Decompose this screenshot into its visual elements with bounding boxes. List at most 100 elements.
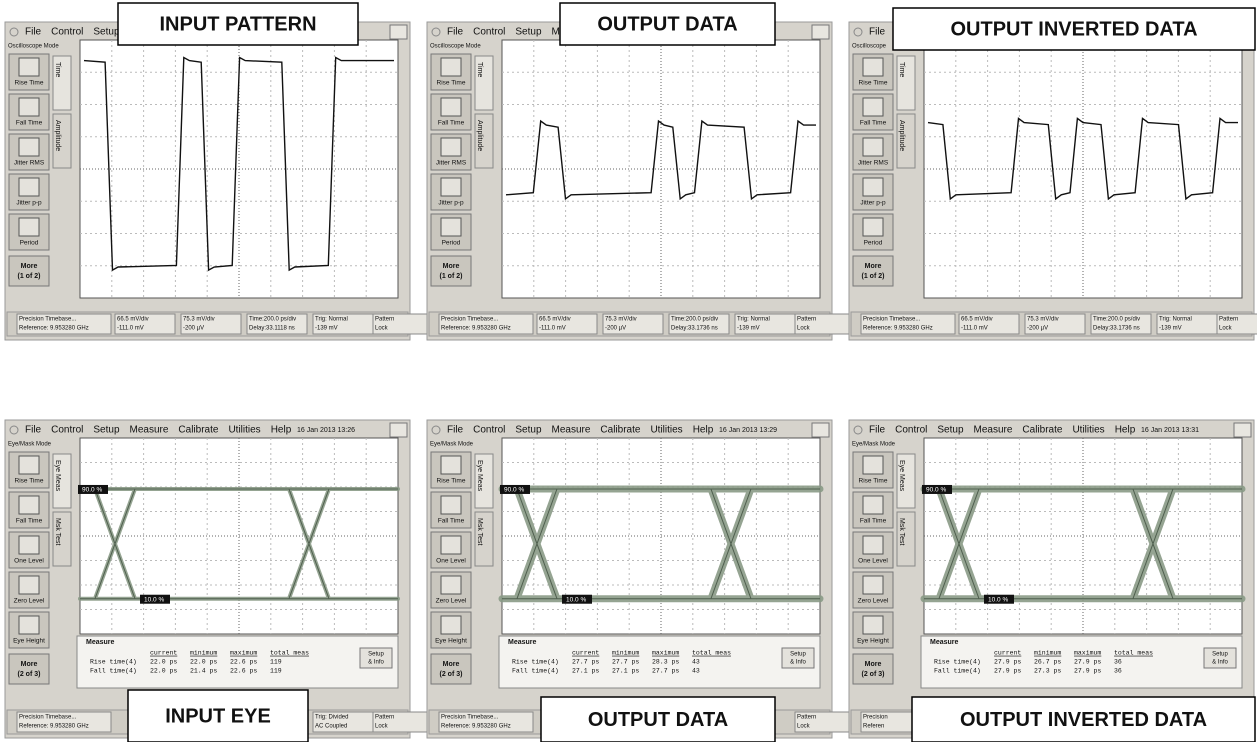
menu-item[interactable]: Help (271, 425, 292, 436)
menu-item[interactable]: Setup (937, 425, 964, 436)
measure-cell: 27.9 ps (1074, 668, 1101, 675)
status-text: -111.0 mV (539, 326, 566, 332)
status-text: -200 µV (605, 326, 626, 332)
app-icon (431, 425, 441, 435)
menu-item[interactable]: Control (51, 425, 83, 436)
status-text: Pattern (375, 317, 394, 323)
status-text: Lock (375, 724, 389, 730)
measure-cell: 27.9 ps (994, 668, 1021, 675)
tab (474, 453, 494, 509)
menu-item[interactable]: Measure (130, 425, 169, 436)
button-label: Rise Time (437, 478, 466, 485)
measure-cell: 43 (692, 659, 700, 666)
more-button[interactable] (8, 653, 50, 685)
status-text: 75.3 mV/div (605, 317, 637, 323)
measure-header: total meas (270, 650, 309, 657)
tab-label: Time (476, 62, 483, 77)
menu-item[interactable]: Setup (515, 425, 542, 436)
caption-box (559, 2, 776, 46)
menu-item[interactable]: Control (895, 425, 927, 436)
menu-item[interactable]: File (25, 27, 42, 38)
menu-item[interactable]: Setup (515, 27, 542, 38)
status-text: Reference: 9.953280 GHz (441, 724, 511, 730)
more-button[interactable] (852, 255, 894, 287)
status-text: Precision Timebase... (441, 317, 499, 323)
more-label: (1 of 2) (440, 273, 463, 280)
button-icon (440, 535, 462, 555)
menu-item[interactable]: Setup (93, 27, 120, 38)
status-text: -111.0 mV (117, 326, 144, 332)
button-icon (440, 495, 462, 515)
measure-cell: 27.1 ps (612, 668, 639, 675)
measure-cell: Fall time(4) (934, 668, 981, 675)
button-label: Zero Level (14, 598, 45, 605)
button-icon (440, 97, 462, 117)
status-cell (602, 313, 664, 335)
button-label: Jitter p-p (16, 200, 42, 207)
measure-cell: 21.4 ps (190, 668, 217, 675)
menu-item[interactable]: Help (693, 425, 714, 436)
menu-item[interactable]: Utilities (1072, 425, 1104, 436)
menu-item[interactable]: Utilities (228, 425, 260, 436)
status-text: -200 µV (1027, 326, 1048, 332)
menu-item[interactable]: File (447, 27, 464, 38)
menu-item[interactable]: Calibrate (1022, 425, 1062, 436)
measure-panel (498, 635, 821, 689)
button-label: Eye Height (435, 638, 467, 645)
status-text: -139 mV (315, 326, 338, 332)
measure-cell: 36 (1114, 659, 1122, 666)
status-text: Delay:33.1736 ns (1093, 326, 1140, 332)
more-button[interactable] (852, 653, 894, 685)
status-text: -200 µV (183, 326, 204, 332)
more-label: More (865, 661, 882, 668)
menu-item[interactable]: File (25, 425, 42, 436)
status-cell (180, 313, 242, 335)
status-cell (246, 313, 308, 335)
setup-button[interactable] (1203, 647, 1237, 669)
menu-item[interactable]: File (447, 425, 464, 436)
setup-button[interactable] (781, 647, 815, 669)
menu-item[interactable]: Me (552, 27, 566, 38)
date-time: 16 Jan 2013 13:29 (719, 427, 777, 434)
status-cell (16, 711, 112, 733)
more-button[interactable] (430, 653, 472, 685)
more-label: (1 of 2) (18, 273, 41, 280)
more-label: (2 of 3) (440, 671, 463, 678)
menu-item[interactable]: Control (51, 27, 83, 38)
button-icon (862, 575, 884, 595)
more-button[interactable] (430, 255, 472, 287)
caption: OUTPUT DATA (588, 709, 728, 731)
setup-button[interactable] (359, 647, 393, 669)
menu-item[interactable]: Control (473, 425, 505, 436)
menu-item[interactable]: File (869, 27, 886, 38)
status-text: 66.5 mV/div (539, 317, 571, 323)
eye-label-box (78, 484, 108, 494)
waveform (505, 119, 816, 201)
eye-label: 10.0 % (144, 596, 164, 603)
measure-button[interactable] (430, 531, 472, 569)
menu-item[interactable]: Measure (974, 425, 1013, 436)
button-label: Jitter p-p (438, 200, 464, 207)
button-label: Eye Height (13, 638, 45, 645)
caption: OUTPUT DATA (597, 13, 737, 35)
menu-item[interactable]: File (869, 425, 886, 436)
measure-cell: 22.0 ps (190, 659, 217, 666)
status-text: Pattern (797, 317, 816, 323)
menu-item[interactable]: Help (1115, 425, 1136, 436)
more-button[interactable] (8, 255, 50, 287)
menu-item[interactable]: Setup (93, 425, 120, 436)
measure-cell: 28.3 ps (652, 659, 679, 666)
button-label: Fall Time (438, 120, 465, 127)
button-icon (862, 217, 884, 237)
menu-item[interactable]: Calibrate (178, 425, 218, 436)
menu-item[interactable]: Utilities (650, 425, 682, 436)
status-text: Lock (1219, 326, 1233, 332)
menu-item[interactable]: Control (473, 27, 505, 38)
button-label: Period (442, 240, 461, 247)
menu-item[interactable]: Measure (552, 425, 591, 436)
button-icon (18, 57, 40, 77)
menu-item[interactable]: Calibrate (600, 425, 640, 436)
button-label: Fall Time (16, 518, 43, 525)
scope-window: File Control Setup Oscilloscope Mode Rise Ti… (4, 21, 434, 341)
status-text: Lock (797, 724, 811, 730)
